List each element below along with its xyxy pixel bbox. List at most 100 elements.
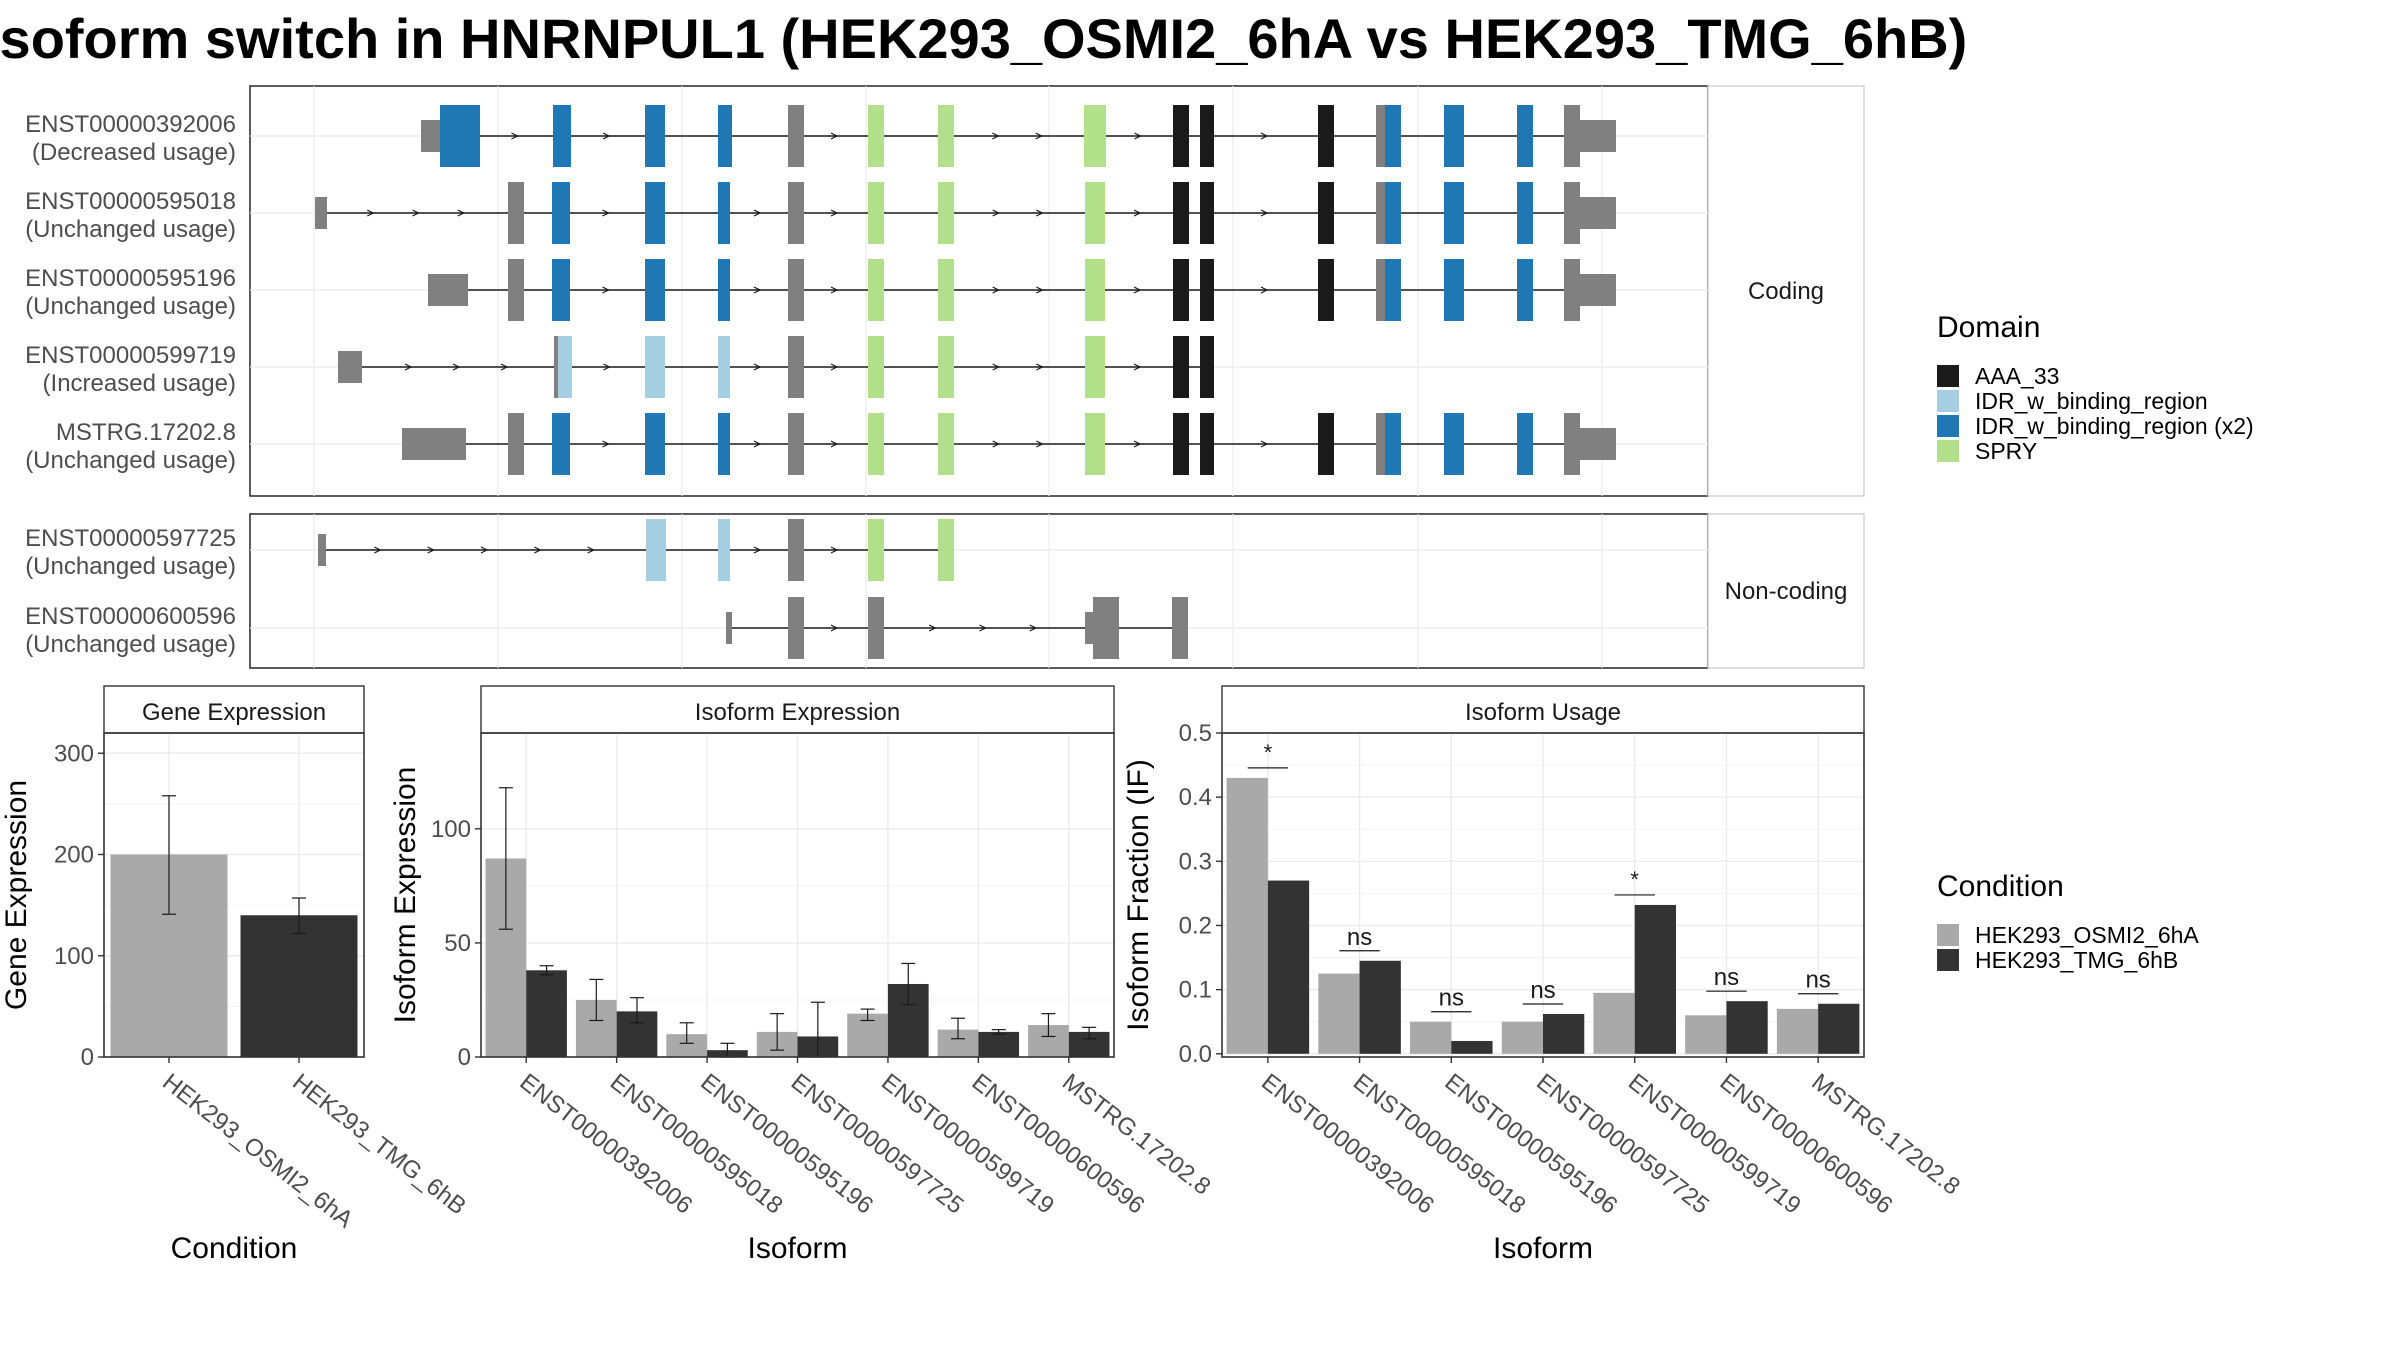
- strand-arrow: [830, 624, 839, 632]
- bar: [1634, 904, 1676, 1054]
- strand-arrow: [992, 286, 1001, 294]
- exon-block: [938, 519, 954, 581]
- exon-block: [788, 519, 804, 581]
- y-tick-label: 0.0: [1179, 1041, 1212, 1068]
- transcript-usage-label: (Decreased usage): [32, 139, 236, 166]
- domain-legend-key: [1937, 365, 1959, 387]
- strand-arrow: [500, 363, 509, 371]
- exon-block: [1517, 105, 1533, 167]
- exon-block: [868, 519, 884, 581]
- exon-block: [645, 259, 665, 321]
- strand-arrow: [1260, 209, 1269, 217]
- strand-arrow: [830, 132, 839, 140]
- x-axis-title: Isoform: [1493, 1232, 1593, 1265]
- exon-block: [1173, 413, 1189, 475]
- strand-arrow: [602, 286, 610, 294]
- facet-strip: [1707, 85, 1865, 497]
- strand-arrow: [830, 440, 839, 448]
- condition-legend-label: HEK293_TMG_6hB: [1975, 947, 2178, 973]
- x-tick-label: ENST00000597725: [1531, 1068, 1714, 1219]
- plot-panel: [103, 732, 365, 1058]
- x-axis-title: Isoform: [747, 1232, 847, 1265]
- exon-block: [1318, 105, 1334, 167]
- exon-block: [1085, 612, 1095, 644]
- exon-block: [868, 336, 884, 398]
- exon-block: [553, 105, 571, 167]
- bar: [1685, 1015, 1727, 1054]
- condition-legend-key: [1937, 924, 1959, 946]
- bar: [240, 915, 358, 1057]
- domain-legend-key: [1937, 390, 1959, 412]
- condition-legend-key: [1937, 949, 1959, 971]
- structure-panel: [249, 85, 1709, 497]
- strand-arrow: [1133, 440, 1142, 448]
- domain-legend-key: [1937, 440, 1959, 462]
- transcript-id-label: ENST00000597725: [25, 525, 236, 552]
- domain-legend-label: AAA_33: [1975, 363, 2059, 389]
- bar: [1543, 1014, 1585, 1054]
- exon-block: [868, 182, 884, 244]
- exon-block: [558, 336, 572, 398]
- strand-arrow: [753, 546, 762, 554]
- y-tick-label: 0.2: [1179, 912, 1212, 939]
- bar: [1451, 1040, 1493, 1054]
- strand-arrow: [1260, 440, 1269, 448]
- exon-block: [1517, 259, 1533, 321]
- y-axis-title: Isoform Expression: [389, 767, 422, 1024]
- strand-arrow: [1260, 286, 1269, 294]
- x-tick-label: MSTRG.17202.8: [1057, 1068, 1216, 1200]
- exon-block: [1444, 182, 1464, 244]
- strand-arrow: [1035, 132, 1044, 140]
- strand-arrow: [480, 546, 489, 554]
- exon-block: [1385, 182, 1401, 244]
- y-tick-label: 0.1: [1179, 977, 1212, 1004]
- transcript-id-label: MSTRG.17202.8: [56, 419, 236, 446]
- strand-arrow: [830, 286, 839, 294]
- x-tick-label: MSTRG.17202.8: [1806, 1068, 1965, 1200]
- facet-strip-label: Isoform Expression: [695, 699, 900, 726]
- strand-arrow: [1133, 209, 1142, 217]
- strand-arrow: [427, 546, 436, 554]
- y-tick-label: 200: [54, 842, 94, 869]
- strand-arrow: [992, 132, 1000, 140]
- facet-strip: [480, 685, 1115, 734]
- bar: [1226, 777, 1268, 1054]
- exon-block: [428, 274, 468, 306]
- strand-arrow: [1029, 624, 1038, 632]
- exon-block: [508, 413, 524, 475]
- strand-arrow: [1260, 132, 1269, 140]
- transcript-id-label: ENST00000595018: [25, 188, 236, 215]
- exon-block: [1385, 105, 1401, 167]
- exon-block: [788, 182, 804, 244]
- exon-block: [554, 336, 560, 398]
- transcript-id-label: ENST00000599719: [25, 342, 236, 369]
- transcript-usage-label: (Unchanged usage): [25, 631, 236, 658]
- strand-arrow: [928, 624, 937, 632]
- strand-arrow: [412, 209, 420, 217]
- y-tick-label: 100: [431, 816, 471, 843]
- strand-arrow: [1036, 286, 1044, 294]
- exon-block: [718, 519, 730, 581]
- exon-block: [1572, 428, 1616, 460]
- strand-arrow: [830, 546, 839, 554]
- exon-block: [1093, 597, 1119, 659]
- bar: [526, 970, 567, 1057]
- y-tick-label: 0: [81, 1044, 94, 1071]
- exon-block: [1172, 597, 1188, 659]
- exon-block: [1444, 413, 1464, 475]
- exon-block: [1173, 336, 1189, 398]
- transcript-id-label: ENST00000595196: [25, 265, 236, 292]
- exon-block: [1572, 197, 1616, 229]
- strand-arrow: [753, 286, 762, 294]
- x-tick-label: ENST00000392006: [1256, 1068, 1439, 1219]
- bar: [1726, 1001, 1768, 1054]
- domain-legend-title: Domain: [1937, 311, 2040, 344]
- strand-arrow: [602, 209, 610, 217]
- plot-panel: [480, 732, 1115, 1058]
- x-tick-label: ENST00000595196: [1440, 1068, 1623, 1219]
- strand-arrow: [830, 209, 839, 217]
- exon-block: [938, 259, 954, 321]
- exon-block: [1318, 259, 1334, 321]
- exon-block: [645, 105, 665, 167]
